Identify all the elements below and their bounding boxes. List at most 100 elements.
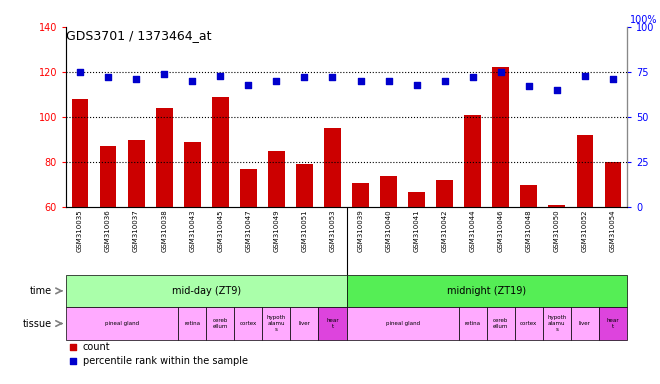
Point xyxy=(159,71,170,77)
Point xyxy=(579,73,590,79)
Text: GSM310043: GSM310043 xyxy=(189,209,195,252)
Text: GSM310037: GSM310037 xyxy=(133,209,139,252)
Text: GSM310048: GSM310048 xyxy=(526,209,532,252)
Point xyxy=(215,73,226,79)
Text: GSM310045: GSM310045 xyxy=(217,209,223,252)
Text: cortex: cortex xyxy=(520,321,537,326)
Bar xyxy=(324,128,341,207)
Text: tissue: tissue xyxy=(23,318,52,329)
Text: midnight (ZT19): midnight (ZT19) xyxy=(447,286,526,296)
Bar xyxy=(605,162,622,207)
Point xyxy=(355,78,366,84)
Bar xyxy=(206,307,234,340)
Bar xyxy=(66,307,178,340)
Text: cortex: cortex xyxy=(240,321,257,326)
Text: GSM310042: GSM310042 xyxy=(442,209,447,252)
Bar xyxy=(571,307,599,340)
Text: hypoth
alamu
s: hypoth alamu s xyxy=(267,315,286,332)
Text: pineal gland: pineal gland xyxy=(385,321,420,326)
Point xyxy=(523,83,534,89)
Bar xyxy=(599,307,627,340)
Bar xyxy=(234,307,263,340)
Text: hear
t: hear t xyxy=(607,318,619,329)
Bar xyxy=(346,275,627,307)
Text: GSM310053: GSM310053 xyxy=(329,209,335,252)
Text: count: count xyxy=(83,342,110,352)
Point xyxy=(552,87,562,93)
Text: liver: liver xyxy=(298,321,310,326)
Bar xyxy=(543,307,571,340)
Bar xyxy=(296,164,313,207)
Text: GSM310035: GSM310035 xyxy=(77,209,83,252)
Bar xyxy=(577,135,593,207)
Text: GSM310051: GSM310051 xyxy=(302,209,308,252)
Bar xyxy=(548,205,566,207)
Point xyxy=(608,76,618,82)
Bar xyxy=(319,307,346,340)
Bar xyxy=(380,176,397,207)
Bar xyxy=(520,185,537,207)
Point xyxy=(440,78,450,84)
Point xyxy=(467,74,478,81)
Text: GSM310049: GSM310049 xyxy=(273,209,279,252)
Text: retina: retina xyxy=(465,321,480,326)
Point xyxy=(383,78,394,84)
Text: GSM310038: GSM310038 xyxy=(161,209,167,252)
Bar xyxy=(66,275,347,307)
Bar xyxy=(346,307,459,340)
Bar xyxy=(352,182,369,207)
Text: GSM310047: GSM310047 xyxy=(246,209,251,252)
Text: cereb
ellum: cereb ellum xyxy=(493,318,508,329)
Text: hypoth
alamu
s: hypoth alamu s xyxy=(547,315,566,332)
Bar xyxy=(487,307,515,340)
Bar xyxy=(263,307,290,340)
Text: GSM310039: GSM310039 xyxy=(358,209,364,252)
Bar xyxy=(72,99,88,207)
Point xyxy=(299,74,310,81)
Bar xyxy=(178,307,206,340)
Bar xyxy=(515,307,543,340)
Bar xyxy=(156,108,173,207)
Text: mid-day (ZT9): mid-day (ZT9) xyxy=(172,286,241,296)
Text: cereb
ellum: cereb ellum xyxy=(213,318,228,329)
Bar xyxy=(436,180,453,207)
Text: GSM310040: GSM310040 xyxy=(385,209,391,252)
Text: hear
t: hear t xyxy=(326,318,339,329)
Bar xyxy=(408,192,425,207)
Text: percentile rank within the sample: percentile rank within the sample xyxy=(83,356,248,366)
Point xyxy=(243,81,253,88)
Point xyxy=(67,344,78,350)
Text: GSM310041: GSM310041 xyxy=(414,209,420,252)
Bar xyxy=(128,140,145,207)
Bar xyxy=(459,307,487,340)
Bar xyxy=(100,146,116,207)
Text: 100%: 100% xyxy=(630,15,658,25)
Text: liver: liver xyxy=(579,321,591,326)
Point xyxy=(187,78,197,84)
Text: GSM310046: GSM310046 xyxy=(498,209,504,252)
Text: time: time xyxy=(30,286,52,296)
Point xyxy=(411,81,422,88)
Point xyxy=(496,69,506,75)
Point xyxy=(75,69,85,75)
Text: GDS3701 / 1373464_at: GDS3701 / 1373464_at xyxy=(66,29,211,42)
Point xyxy=(271,78,282,84)
Text: GSM310054: GSM310054 xyxy=(610,209,616,252)
Text: GSM310036: GSM310036 xyxy=(105,209,111,252)
Bar xyxy=(492,68,510,207)
Bar xyxy=(464,115,481,207)
Point xyxy=(67,358,78,364)
Bar xyxy=(290,307,318,340)
Bar xyxy=(268,151,285,207)
Text: GSM310050: GSM310050 xyxy=(554,209,560,252)
Point xyxy=(327,74,338,81)
Bar xyxy=(240,169,257,207)
Point xyxy=(131,76,141,82)
Bar xyxy=(212,97,228,207)
Text: GSM310052: GSM310052 xyxy=(582,209,588,252)
Bar xyxy=(183,142,201,207)
Point xyxy=(103,74,114,81)
Text: retina: retina xyxy=(184,321,200,326)
Text: pineal gland: pineal gland xyxy=(105,321,139,326)
Text: GSM310044: GSM310044 xyxy=(470,209,476,252)
